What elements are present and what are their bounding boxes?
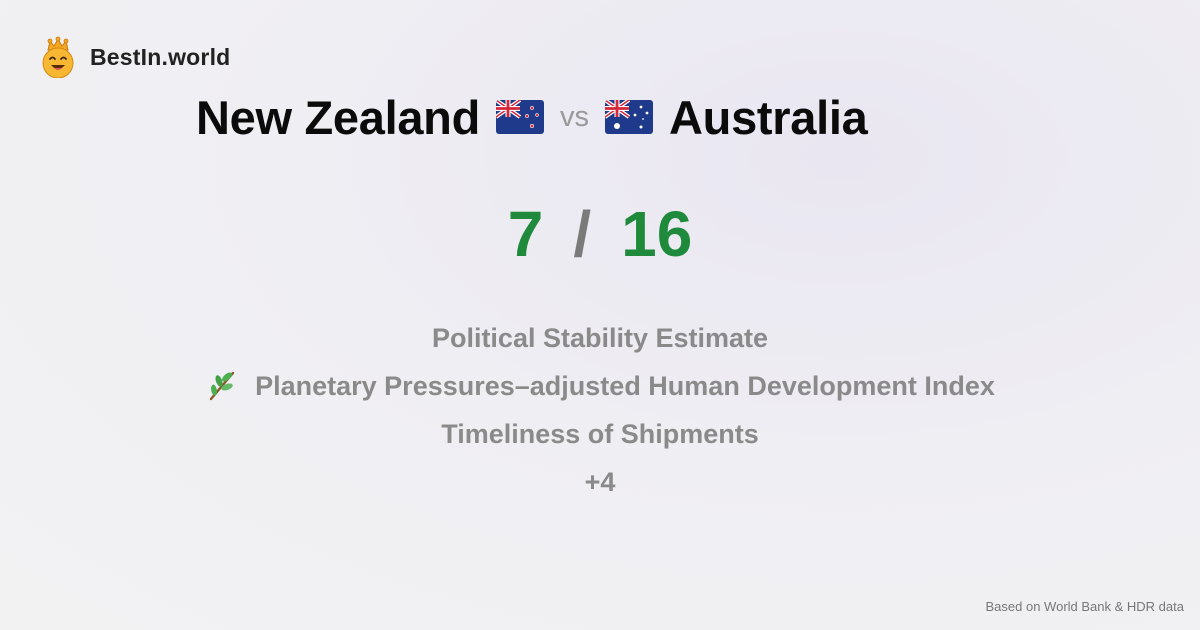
metric-item: Planetary Pressures–adjusted Human Devel… <box>0 362 1200 410</box>
left-country: New Zealand <box>196 90 481 144</box>
brand-name: BestIn.world <box>90 43 231 70</box>
comparison-title: New Zealand vs <box>196 86 868 148</box>
left-score: 7 <box>507 198 544 270</box>
right-country: Australia <box>669 90 868 144</box>
metric-list: Political Stability Estimate Planetary P… <box>0 314 1200 506</box>
data-source-note: Based on World Bank & HDR data <box>985 599 1184 614</box>
metric-label: Timeliness of Shipments <box>441 419 759 449</box>
more-count: +4 <box>584 467 616 497</box>
right-score: 16 <box>621 198 693 270</box>
brand: BestIn.world <box>38 36 230 78</box>
metric-item: Timeliness of Shipments <box>0 410 1200 458</box>
crowned-smiley-icon <box>42 36 74 78</box>
vs-label: vs <box>560 100 590 133</box>
metric-label: Planetary Pressures–adjusted Human Devel… <box>255 371 995 401</box>
new-zealand-flag-icon <box>496 100 545 134</box>
score: 7 / 16 <box>0 196 1200 272</box>
metric-more: +4 <box>0 458 1200 506</box>
metric-label: Political Stability Estimate <box>431 323 769 353</box>
leaf-branch-icon <box>209 371 235 401</box>
australia-flag-icon <box>605 100 654 134</box>
score-separator: / <box>573 198 592 270</box>
metric-item: Political Stability Estimate <box>0 314 1200 362</box>
